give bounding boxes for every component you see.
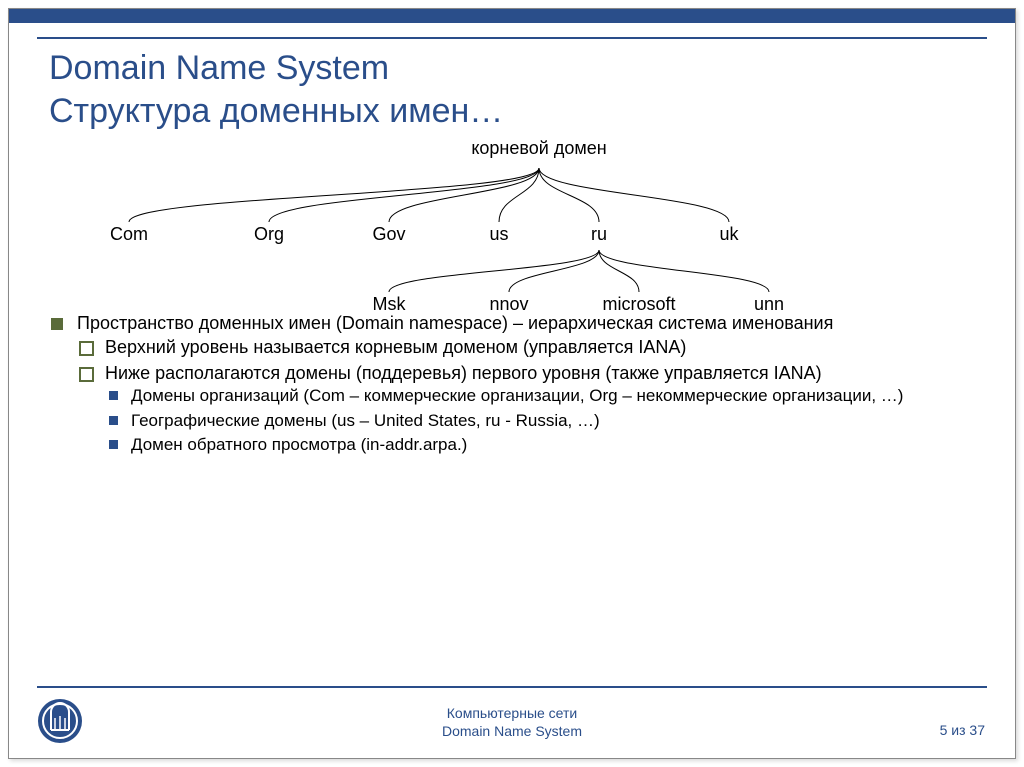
tree-node-label: Com — [110, 224, 148, 245]
page-number: 5 из 37 — [940, 722, 985, 738]
bullet-text: Домены организаций (Com – коммерческие о… — [131, 386, 903, 405]
slide-title: Domain Name System Структура доменных им… — [49, 47, 975, 132]
domain-tree-diagram: корневой доменComOrgGovusruukMsknnovmicr… — [49, 138, 975, 308]
title-line-2: Структура доменных имен… — [49, 92, 503, 130]
tree-node-label: корневой домен — [471, 138, 606, 159]
footer-line-2: Domain Name System — [442, 723, 582, 739]
bullet-text: Пространство доменных имен (Domain names… — [77, 313, 833, 333]
bullet-lvl2: Верхний уровень называется корневым доме… — [77, 336, 975, 360]
footer-caption: Компьютерные сети Domain Name System — [37, 704, 987, 740]
tree-node-label: Org — [254, 224, 284, 245]
title-line-1: Domain Name System — [49, 49, 389, 87]
content-area: Domain Name System Структура доменных им… — [37, 37, 987, 688]
tree-edges — [49, 138, 975, 308]
slide-footer: Компьютерные сети Domain Name System 5 и… — [37, 696, 987, 744]
bullet-text: Домен обратного просмотра (in-addr.arpa.… — [131, 435, 467, 454]
slide-frame: Domain Name System Структура доменных им… — [8, 8, 1016, 759]
top-accent-bar — [9, 9, 1015, 23]
bullet-text: Ниже располагаются домены (поддеревья) п… — [105, 363, 822, 383]
tree-node-label: us — [489, 224, 508, 245]
bullet-text: Географические домены (us – United State… — [131, 411, 600, 430]
bullet-lvl2: Ниже располагаются домены (поддеревья) п… — [77, 362, 975, 457]
bullet-lvl1: Пространство доменных имен (Domain names… — [49, 312, 975, 457]
bullet-text: Верхний уровень называется корневым доме… — [105, 337, 686, 357]
bullet-lvl3: Домены организаций (Com – коммерческие о… — [105, 385, 975, 407]
bullet-list: Пространство доменных имен (Domain names… — [49, 312, 975, 457]
tree-node-label: Gov — [372, 224, 405, 245]
footer-line-1: Компьютерные сети — [447, 705, 577, 721]
bullet-lvl3: Домен обратного просмотра (in-addr.arpa.… — [105, 434, 975, 456]
bullet-lvl3: Географические домены (us – United State… — [105, 410, 975, 432]
tree-node-label: ru — [591, 224, 607, 245]
tree-node-label: uk — [719, 224, 738, 245]
